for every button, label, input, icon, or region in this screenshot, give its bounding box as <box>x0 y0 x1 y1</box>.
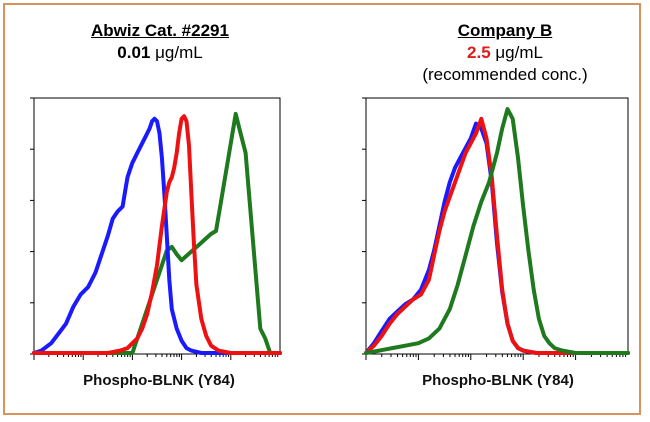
right-plot-frame <box>365 97 629 355</box>
right-x-axis-label: Phospho-BLNK (Y84) <box>422 372 574 389</box>
right-series-green <box>364 107 630 355</box>
right-plot-area <box>362 97 630 360</box>
left-concentration-unit: μg/mL <box>155 43 203 62</box>
right-panel-title: Company B <box>457 21 553 40</box>
left-x-axis-label: Phospho-BLNK (Y84) <box>83 372 235 389</box>
right-panel-header: Company B 2.5 μg/mL (recommended conc.) <box>375 20 635 86</box>
left-panel-header: Abwiz Cat. #2291 0.01 μg/mL <box>40 20 280 64</box>
left-series-blue <box>32 116 282 355</box>
left-panel-concentration: 0.01 μg/mL <box>40 42 280 64</box>
left-panel-title: Abwiz Cat. #2291 <box>91 21 229 40</box>
left-series-red <box>32 114 282 355</box>
left-plot-frame <box>33 97 281 355</box>
left-plot-area <box>30 97 282 360</box>
right-series-red <box>364 116 630 355</box>
right-concentration-unit: μg/mL <box>495 43 543 62</box>
right-panel-note: (recommended conc.) <box>422 65 588 84</box>
right-panel-concentration: 2.5 μg/mL <box>375 42 635 64</box>
left-concentration-value: 0.01 <box>117 43 151 62</box>
figure-frame <box>3 3 641 415</box>
right-concentration-value: 2.5 <box>467 43 491 62</box>
